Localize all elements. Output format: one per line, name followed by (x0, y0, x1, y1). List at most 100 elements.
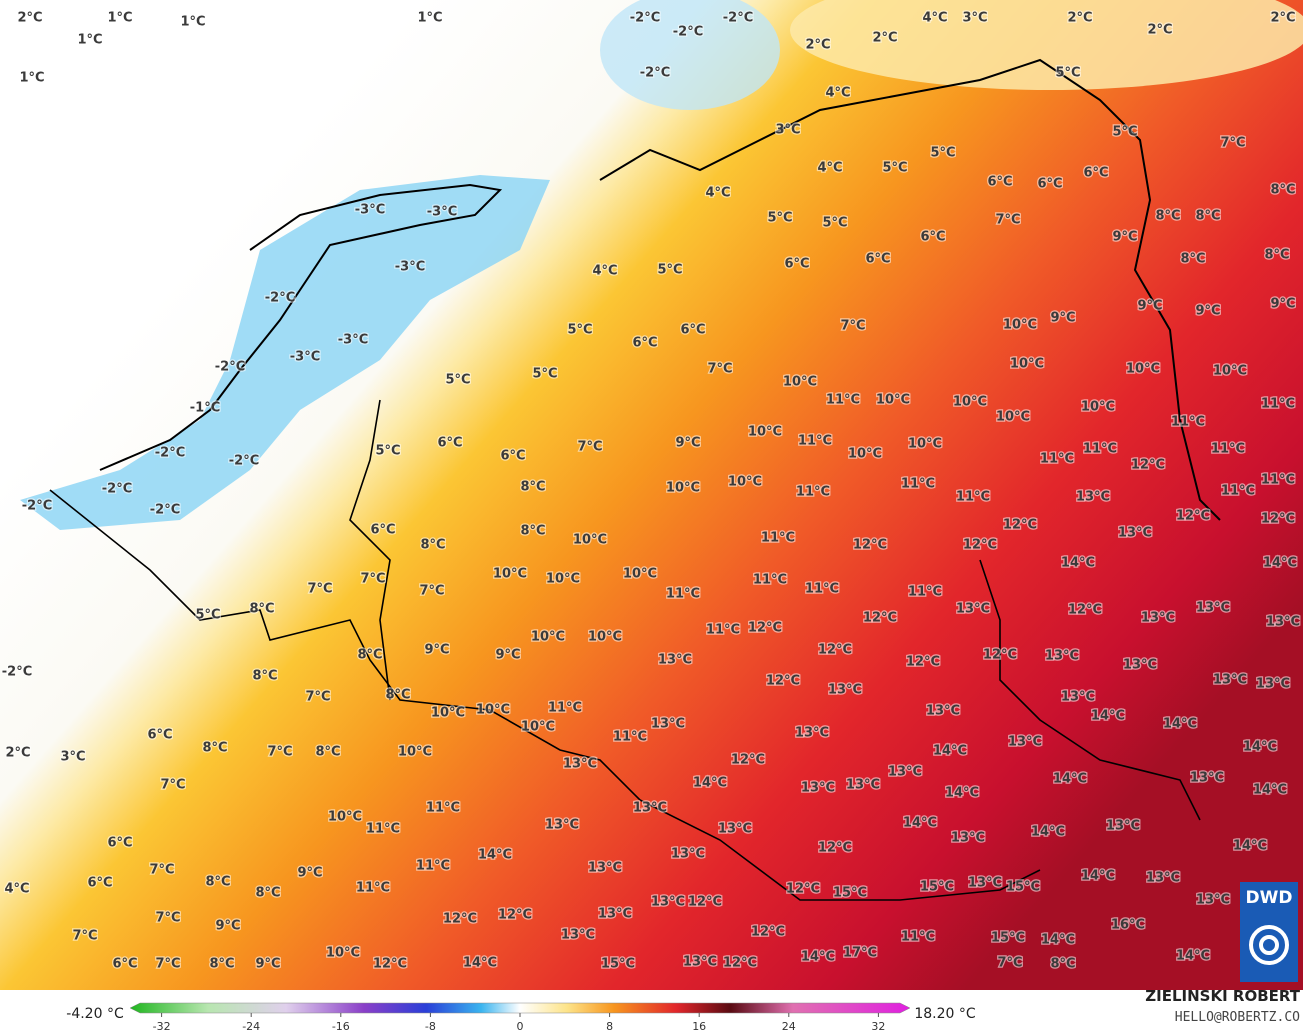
temp-label: 8°C (315, 745, 340, 760)
map: 2°C 1°C 1°C 1°C 1°C 1°C -2°C -2°C -2°C -2°C 2°C 2°C… (0, 0, 1303, 990)
logo-box (1240, 882, 1298, 982)
temp-label: 10°C (996, 410, 1030, 425)
temp-label: 13°C (1076, 490, 1110, 505)
temp-label: 2°C (1147, 23, 1172, 38)
temp-label: 3°C (60, 750, 85, 765)
temp-label: 10°C (328, 810, 362, 825)
temp-label: 8°C (1195, 209, 1220, 224)
temp-label: 11°C (1040, 452, 1074, 467)
temp-label: 5°C (1112, 125, 1137, 140)
temp-label: 12°C (818, 841, 852, 856)
temp-label: 16°C (1111, 918, 1145, 933)
temp-label: 12°C (688, 895, 722, 910)
temp-label: -3°C (395, 260, 425, 275)
temp-label: 11°C (666, 587, 700, 602)
border (49, 489, 1041, 901)
temp-label: 7°C (149, 863, 174, 878)
temp-label: 12°C (1068, 603, 1102, 618)
temp-label: -2°C (2, 665, 32, 680)
temp-label: 6°C (865, 252, 890, 267)
temp-label: 11°C (956, 490, 990, 505)
max-label: 18.20 °C (914, 1006, 976, 1022)
temp-label: 11°C (1261, 397, 1295, 412)
temp-label: 7°C (577, 440, 602, 455)
colorbar-tick-label: -24 (242, 1020, 260, 1033)
temp-label: 13°C (1106, 819, 1140, 834)
temp-label: 8°C (1180, 252, 1205, 267)
temp-label: 8°C (252, 669, 277, 684)
temp-label: 13°C (888, 765, 922, 780)
colorbar: -4.20 °C 18.20 °C -32 -24 -16 -8 0 8 16 24 32 (66, 1002, 976, 1033)
temp-label: 6°C (1083, 166, 1108, 181)
temp-label: 10°C (588, 630, 622, 645)
temp-label: 7°C (360, 572, 385, 587)
temp-label: 8°C (209, 957, 234, 972)
temp-label: 7°C (307, 582, 332, 597)
warm-zone (790, 0, 1303, 90)
temp-label: 5°C (930, 146, 955, 161)
temp-label: 1°C (417, 11, 442, 26)
colorbar-tick-label: 0 (517, 1020, 524, 1033)
temp-label: 9°C (1112, 230, 1137, 245)
temp-label: 13°C (968, 876, 1002, 891)
temp-label: 9°C (1137, 299, 1162, 314)
temp-label: 14°C (1176, 949, 1210, 964)
temp-label: 5°C (195, 608, 220, 623)
temp-label: 14°C (1081, 869, 1115, 884)
temp-label: -2°C (630, 11, 660, 26)
temp-label: 13°C (1008, 735, 1042, 750)
temp-label: 15°C (991, 931, 1025, 946)
temp-label: 13°C (1196, 893, 1230, 908)
temp-label: 9°C (675, 436, 700, 451)
temp-label: 10°C (623, 567, 657, 582)
temp-label: 12°C (786, 882, 820, 897)
temp-label: 14°C (1041, 933, 1075, 948)
temp-label: 11°C (613, 730, 647, 745)
temp-label: 13°C (956, 602, 990, 617)
temp-label: -2°C (723, 11, 753, 26)
temp-label: -2°C (22, 499, 52, 514)
temp-label: 12°C (853, 538, 887, 553)
temp-label: 11°C (356, 881, 390, 896)
temp-label: 12°C (1003, 518, 1037, 533)
temp-label: 14°C (903, 816, 937, 831)
temp-label: 14°C (1163, 717, 1197, 732)
temp-label: 9°C (1050, 311, 1075, 326)
logo-text: DWD (1246, 888, 1293, 908)
temp-label: 5°C (445, 373, 470, 388)
temp-label: 14°C (801, 950, 835, 965)
temp-label: 12°C (443, 912, 477, 927)
temp-label: 6°C (784, 257, 809, 272)
temp-label: 13°C (671, 847, 705, 862)
temp-label: 11°C (805, 582, 839, 597)
colorbar-scale (129, 1002, 911, 1014)
temp-label: 10°C (953, 395, 987, 410)
colorbar-tick-label: 8 (606, 1020, 613, 1033)
temp-label: 8°C (205, 875, 230, 890)
temp-label: 5°C (532, 367, 557, 382)
temp-label: 9°C (424, 643, 449, 658)
temp-label: 4°C (922, 11, 947, 26)
temp-label: 14°C (945, 786, 979, 801)
credit-name: ZIELINSKI ROBERT (1145, 987, 1300, 1005)
temp-label: -2°C (673, 25, 703, 40)
temp-label: 6°C (107, 836, 132, 851)
temp-label: 11°C (796, 485, 830, 500)
temp-label: 11°C (1261, 473, 1295, 488)
temp-label: 8°C (420, 538, 445, 553)
temp-label: 13°C (795, 726, 829, 741)
temp-label: 5°C (567, 323, 592, 338)
temp-label: 12°C (1261, 512, 1295, 527)
temp-label: -2°C (265, 291, 295, 306)
temp-label: -3°C (355, 203, 385, 218)
temp-label: 3°C (775, 123, 800, 138)
temp-label: 10°C (728, 475, 762, 490)
temp-label: 9°C (1270, 297, 1295, 312)
temp-label: 1°C (107, 11, 132, 26)
temp-label: 7°C (155, 957, 180, 972)
temp-label: 13°C (926, 704, 960, 719)
temp-label: 10°C (848, 447, 882, 462)
temp-label: 11°C (416, 859, 450, 874)
temp-label: 13°C (1123, 658, 1157, 673)
temp-label: 10°C (531, 630, 565, 645)
